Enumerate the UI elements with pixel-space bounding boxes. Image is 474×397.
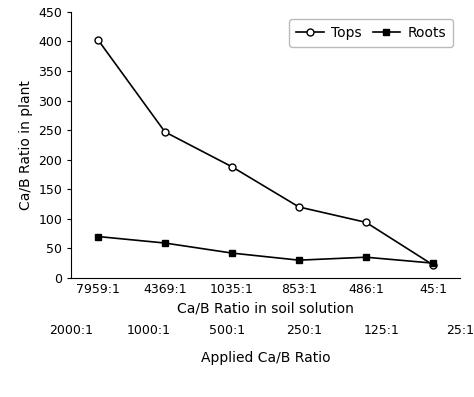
- X-axis label: Ca/B Ratio in soil solution: Ca/B Ratio in soil solution: [177, 301, 354, 315]
- Text: 125:1: 125:1: [364, 324, 400, 337]
- Text: 250:1: 250:1: [286, 324, 322, 337]
- Roots: [430, 261, 436, 266]
- Tops: [296, 204, 302, 209]
- Text: 2000:1: 2000:1: [49, 324, 93, 337]
- Roots: [95, 234, 101, 239]
- Tops: [363, 220, 369, 225]
- Roots: [296, 258, 302, 262]
- Y-axis label: Ca/B Ratio in plant: Ca/B Ratio in plant: [18, 80, 33, 210]
- Text: 500:1: 500:1: [209, 324, 245, 337]
- Text: 1000:1: 1000:1: [127, 324, 171, 337]
- Text: 25:1: 25:1: [446, 324, 474, 337]
- Legend: Tops, Roots: Tops, Roots: [289, 19, 453, 47]
- Text: Applied Ca/B Ratio: Applied Ca/B Ratio: [201, 351, 330, 365]
- Roots: [162, 241, 168, 245]
- Tops: [430, 262, 436, 267]
- Line: Tops: Tops: [94, 36, 437, 268]
- Roots: [229, 251, 235, 255]
- Tops: [95, 37, 101, 42]
- Line: Roots: Roots: [94, 233, 437, 267]
- Roots: [363, 255, 369, 260]
- Tops: [162, 129, 168, 134]
- Tops: [229, 164, 235, 169]
